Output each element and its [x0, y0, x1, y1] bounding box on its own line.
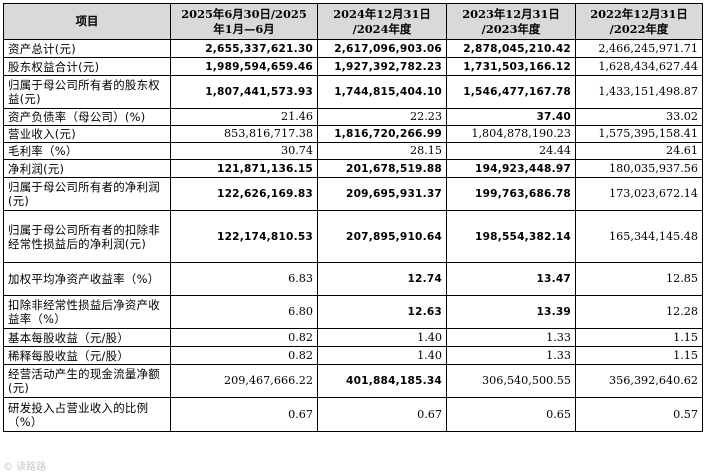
table-row: 资产负债率（母公司）(%) 21.46 22.23 37.40 33.02	[3, 108, 703, 126]
table-row: 稀释每股收益（元/股） 0.82 1.40 1.33 1.15	[3, 346, 703, 365]
row-value: 6.83	[170, 262, 318, 296]
row-value: 209,467,666.22	[170, 364, 318, 398]
row-value: 194,923,448.97	[446, 159, 576, 178]
row-value: 12.63	[317, 295, 447, 329]
row-value: 13.39	[446, 295, 576, 329]
row-value: 1.40	[317, 328, 447, 347]
row-value: 6.80	[170, 295, 318, 329]
row-label: 归属于母公司所有者的扣除非经常性损益后的净利润(元)	[3, 210, 171, 263]
row-value: 1,804,878,190.23	[446, 125, 576, 143]
row-value: 201,678,519.88	[317, 159, 447, 178]
row-label: 经营活动产生的现金流量净额(元)	[3, 364, 171, 398]
row-value: 1,575,395,158.41	[575, 125, 703, 143]
table-row: 归属于母公司所有者的扣除非经常性损益后的净利润(元) 122,174,810.53…	[3, 210, 703, 263]
row-value: 1.33	[446, 346, 576, 365]
row-value: 1,731,503,166.12	[446, 57, 576, 76]
row-label: 基本每股收益（元/股）	[3, 328, 171, 347]
row-label: 股东权益合计(元)	[3, 57, 171, 76]
financial-summary-table: 项目 2025年6月30日/2025 年1月—6月 2024年12月31日 /2…	[3, 3, 703, 432]
table-row: 经营活动产生的现金流量净额(元) 209,467,666.22 401,884,18…	[3, 364, 703, 398]
row-value: 13.47	[446, 262, 576, 296]
row-value: 30.74	[170, 142, 318, 160]
table-row: 归属于母公司所有者的股东权益(元) 1,807,441,573.93 1,744,8…	[3, 75, 703, 109]
row-value: 1,816,720,266.99	[317, 125, 447, 143]
table-row: 毛利率（%） 30.74 28.15 24.44 24.61	[3, 142, 703, 160]
row-value: 1,927,392,782.23	[317, 57, 447, 76]
row-value: 0.65	[446, 397, 576, 432]
row-value: 2,617,096,903.06	[317, 39, 447, 58]
row-value: 853,816,717.38	[170, 125, 318, 143]
row-value: 0.67	[170, 397, 318, 432]
row-value: 209,695,931.37	[317, 177, 447, 211]
row-value: 0.82	[170, 346, 318, 365]
table-row: 净利润(元) 121,871,136.15 201,678,519.88 194,92…	[3, 159, 703, 178]
row-value: 21.46	[170, 108, 318, 126]
row-value: 1.40	[317, 346, 447, 365]
row-value: 24.61	[575, 142, 703, 160]
header-period-2022: 2022年12月31日 /2022年度	[575, 3, 703, 40]
header-period-2024: 2024年12月31日 /2024年度	[317, 3, 447, 40]
row-label: 资产负债率（母公司）(%)	[3, 108, 171, 126]
row-label: 加权平均净资产收益率（%）	[3, 262, 171, 296]
row-label: 稀释每股收益（元/股）	[3, 346, 171, 365]
table-row: 归属于母公司所有者的净利润(元) 122,626,169.83 209,695,93…	[3, 177, 703, 211]
table-row: 基本每股收益（元/股） 0.82 1.40 1.33 1.15	[3, 328, 703, 347]
row-value: 401,884,185.34	[317, 364, 447, 398]
row-value: 180,035,937.56	[575, 159, 703, 178]
row-label: 资产总计(元)	[3, 39, 171, 58]
header-item: 项目	[3, 3, 171, 40]
row-value: 1,807,441,573.93	[170, 75, 318, 109]
row-label: 净利润(元)	[3, 159, 171, 178]
row-value: 1,744,815,404.10	[317, 75, 447, 109]
table-row: 研发投入占营业收入的比例（%） 0.67 0.67 0.65 0.57	[3, 397, 703, 432]
row-value: 165,344,145.48	[575, 210, 703, 263]
table-row: 资产总计(元) 2,655,337,621.30 2,617,096,903.06 2…	[3, 39, 703, 58]
row-label: 营业收入(元)	[3, 125, 171, 143]
row-value: 12.74	[317, 262, 447, 296]
row-value: 1.15	[575, 346, 703, 365]
row-value: 37.40	[446, 108, 576, 126]
row-value: 33.02	[575, 108, 703, 126]
row-value: 122,626,169.83	[170, 177, 318, 211]
row-label: 归属于母公司所有者的股东权益(元)	[3, 75, 171, 109]
table-header-row: 项目 2025年6月30日/2025 年1月—6月 2024年12月31日 /2…	[3, 3, 703, 40]
table-row: 股东权益合计(元) 1,989,594,659.46 1,927,392,782.2…	[3, 57, 703, 76]
header-period-2025h1: 2025年6月30日/2025 年1月—6月	[170, 3, 318, 40]
row-value: 0.67	[317, 397, 447, 432]
row-value: 24.44	[446, 142, 576, 160]
row-value: 198,554,382.14	[446, 210, 576, 263]
table-row: 营业收入(元) 853,816,717.38 1,816,720,266.99 1,8…	[3, 125, 703, 143]
row-value: 173,023,672.14	[575, 177, 703, 211]
row-value: 12.85	[575, 262, 703, 296]
row-value: 121,871,136.15	[170, 159, 318, 178]
row-value: 12.28	[575, 295, 703, 329]
row-value: 1,628,434,627.44	[575, 57, 703, 76]
row-value: 2,466,245,971.71	[575, 39, 703, 58]
row-value: 207,895,910.64	[317, 210, 447, 263]
row-value: 356,392,640.62	[575, 364, 703, 398]
row-value: 1,546,477,167.78	[446, 75, 576, 109]
table-row: 扣除非经常性损益后净资产收益率（%） 6.80 12.63 13.39 12.28	[3, 295, 703, 329]
source-watermark: © 读路路	[3, 462, 47, 473]
row-value: 2,878,045,210.42	[446, 39, 576, 58]
row-value: 1.15	[575, 328, 703, 347]
row-value: 22.23	[317, 108, 447, 126]
row-value: 28.15	[317, 142, 447, 160]
header-period-2023: 2023年12月31日 /2023年度	[446, 3, 576, 40]
row-value: 199,763,686.78	[446, 177, 576, 211]
row-value: 0.57	[575, 397, 703, 432]
row-value: 2,655,337,621.30	[170, 39, 318, 58]
row-value: 1,433,151,498.87	[575, 75, 703, 109]
row-value: 306,540,500.55	[446, 364, 576, 398]
table-row: 加权平均净资产收益率（%） 6.83 12.74 13.47 12.85	[3, 262, 703, 296]
row-label: 毛利率（%）	[3, 142, 171, 160]
row-value: 1,989,594,659.46	[170, 57, 318, 76]
row-value: 122,174,810.53	[170, 210, 318, 263]
row-value: 0.82	[170, 328, 318, 347]
row-label: 研发投入占营业收入的比例（%）	[3, 397, 171, 432]
row-label: 归属于母公司所有者的净利润(元)	[3, 177, 171, 211]
row-label: 扣除非经常性损益后净资产收益率（%）	[3, 295, 171, 329]
row-value: 1.33	[446, 328, 576, 347]
